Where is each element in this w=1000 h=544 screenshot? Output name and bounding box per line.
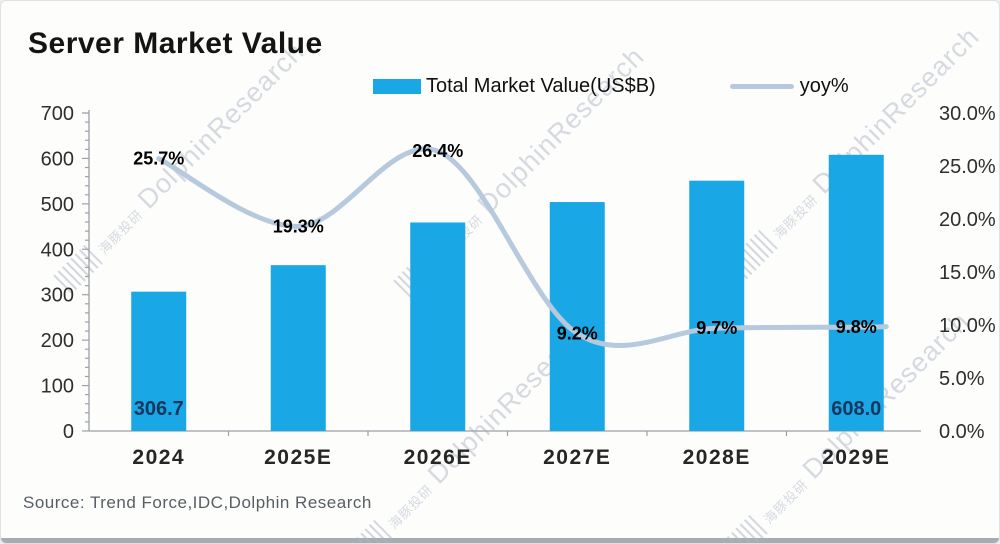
right-axis-tick-label: 20.0% [939,209,996,231]
left-axis-tick-label: 700 [41,103,74,125]
yoy-value-label: 9.2% [557,323,598,343]
bar-2026E [410,222,466,431]
left-axis-tick-label: 500 [41,194,74,216]
x-axis-category-label: 2025E [264,446,332,469]
chart-title: Server Market Value [28,27,323,60]
yoy-value-label: 25.7% [133,149,184,169]
yoy-line [156,146,889,349]
bar-series-swatch-icon [373,79,421,94]
legend-item-yoy: yoy% [729,75,849,98]
x-axis-category-label: 2026E [404,446,472,469]
legend-item-total-market-value: Total Market Value(US$B) [373,75,656,98]
left-axis-tick-label: 200 [41,330,74,352]
line-series-swatch-icon [729,84,794,89]
left-axis-tick-label: 600 [41,148,74,170]
yoy-value-label: 19.3% [273,216,324,236]
left-axis-tick-label: 0 [63,421,74,443]
yoy-value-label: 26.4% [412,141,463,161]
left-axis-tick-label: 400 [41,239,74,261]
bar-2028E [689,180,745,431]
x-axis-category-label: 2027E [543,446,611,469]
x-axis-category-label: 2024 [132,446,185,469]
yoy-value-label: 9.7% [696,318,737,338]
legend: Total Market Value(US$B) yoy% [373,75,849,98]
right-axis-tick-label: 0.0% [939,421,985,443]
bar-2025E [270,265,326,431]
right-axis-tick-label: 5.0% [939,368,985,390]
source-note: Source: Trend Force,IDC,Dolphin Research [23,493,372,512]
line-series-label: yoy% [799,75,849,97]
yoy-value-label: 9.8% [836,317,877,337]
right-axis-tick-label: 15.0% [939,262,996,284]
bar-value-label: 608.0 [831,398,881,420]
bottom-strip [1,538,999,543]
right-axis-tick-label: 30.0% [939,103,996,125]
right-axis-tick-label: 25.0% [939,156,996,178]
right-axis-tick-label: 10.0% [939,315,996,337]
x-axis-category-label: 2029E [822,446,890,469]
left-axis-tick-label: 300 [41,285,74,307]
bar-2029E [828,154,884,431]
left-axis-tick-label: 100 [41,376,74,398]
bar-2024 [131,291,187,431]
bar-value-label: 306.7 [134,398,184,420]
x-axis-category-label: 2028E [683,446,751,469]
bar-series-label: Total Market Value(US$B) [426,75,656,97]
